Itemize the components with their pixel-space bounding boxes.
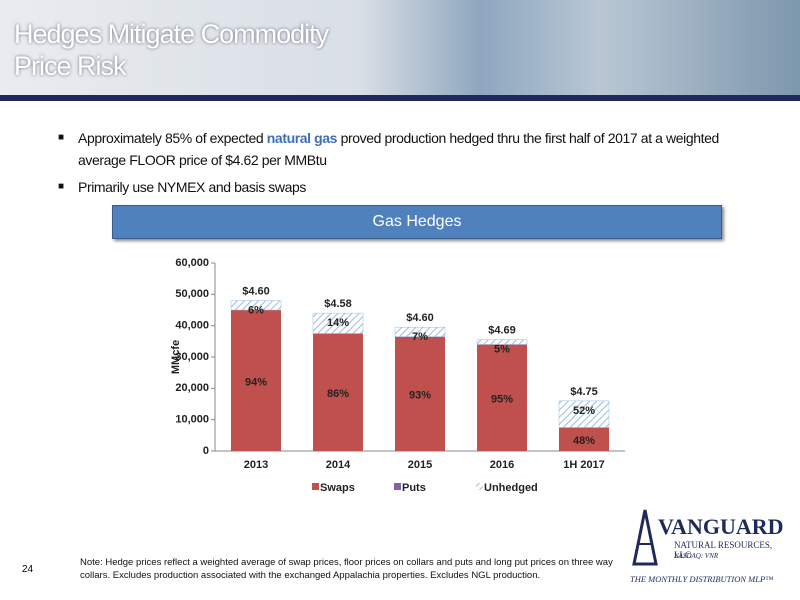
- share-label: 94%: [245, 376, 267, 388]
- share-label: 52%: [573, 405, 595, 417]
- y-tick-label: 10,000: [175, 414, 209, 426]
- bar-segment: [477, 344, 527, 451]
- y-tick-label: 60,000: [175, 257, 209, 269]
- bar-segment: [558, 400, 610, 428]
- share-label: 7%: [412, 331, 428, 343]
- y-tick-label: 0: [203, 445, 209, 457]
- price-label: $4.75: [570, 386, 598, 398]
- banner-image: [0, 0, 800, 95]
- legend-label: Puts: [402, 482, 426, 494]
- bar-segment: [394, 326, 446, 337]
- x-tick-label: 2014: [326, 459, 351, 471]
- bullet-text: Primarily use NYMEX and basis swaps: [78, 179, 306, 195]
- legend-swatch: [476, 483, 483, 490]
- legend-swatch: [312, 483, 319, 490]
- price-label: $4.60: [242, 286, 270, 298]
- footnote: Note: Hedge prices reflect a weighted av…: [80, 557, 613, 581]
- y-tick-label: 30,000: [175, 351, 209, 363]
- y-tick-label: 40,000: [175, 320, 209, 332]
- bullet-text: proved production hedged thru the first …: [78, 130, 719, 168]
- y-tick-label: 20,000: [175, 382, 209, 394]
- share-label: 93%: [409, 390, 431, 402]
- x-tick-label: 2016: [490, 459, 514, 471]
- logo-tagline: THE MONTHLY DISTRIBUTION MLP™: [630, 574, 774, 584]
- bar-segment: [395, 336, 445, 451]
- share-label: 6%: [248, 305, 264, 317]
- share-label: 86%: [327, 388, 349, 400]
- legend-label: Unhedged: [484, 482, 538, 494]
- banner-strip: [0, 95, 800, 101]
- logo-sub: NATURAL RESOURCES, LLC: [674, 540, 773, 560]
- bar-segment: [231, 310, 281, 451]
- page-number: 24: [22, 564, 34, 575]
- x-tick-label: 2015: [408, 459, 432, 471]
- logo-exchange: NASDAQ: VNR: [674, 552, 719, 560]
- bar-segment: [313, 333, 363, 451]
- legend-label: Swaps: [320, 482, 355, 494]
- slide-title: Hedges Mitigate Commodity Price Risk: [14, 19, 329, 81]
- share-label: 5%: [494, 344, 510, 356]
- price-label: $4.58: [324, 298, 352, 310]
- price-label: $4.60: [406, 312, 434, 324]
- bar-segment: [312, 312, 364, 334]
- logo-name: VANGUARD: [658, 514, 784, 539]
- price-label: $4.69: [488, 325, 516, 337]
- x-tick-label: 2013: [244, 459, 268, 471]
- bullet-highlight: natural gas: [266, 130, 338, 146]
- bar-segment: [559, 427, 609, 451]
- bar-segment: [476, 339, 528, 345]
- logo-derrick: [632, 509, 658, 566]
- chart-title: Gas Hedges: [112, 205, 722, 239]
- legend-swatch: [394, 483, 401, 490]
- share-label: 14%: [327, 317, 349, 329]
- x-tick-label: 1H 2017: [563, 459, 605, 471]
- bullet-text: Approximately 85% of expected: [78, 130, 267, 146]
- bar-segment: [230, 300, 282, 311]
- share-label: 48%: [573, 435, 595, 447]
- share-label: 95%: [491, 394, 513, 406]
- y-tick-label: 50,000: [175, 288, 209, 300]
- y-axis-title: MMcfe: [170, 340, 182, 374]
